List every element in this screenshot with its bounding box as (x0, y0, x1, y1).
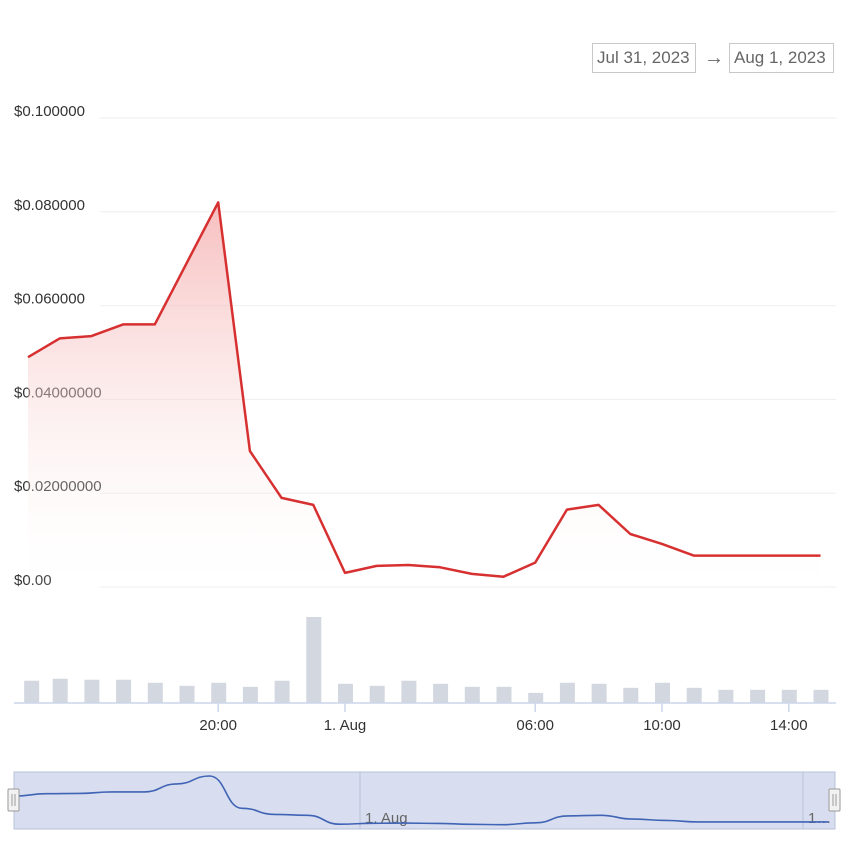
range-arrow-icon: → (704, 47, 724, 69)
volume-bar (338, 683, 353, 703)
navigator[interactable]: 1. Aug 1… (7, 771, 841, 830)
x-tick-label: 10:00 (643, 717, 681, 734)
volume-bar (84, 679, 100, 703)
volume-bar (24, 680, 40, 703)
volume-bars (24, 617, 829, 703)
navigator-background (13, 771, 836, 830)
volume-bar (813, 689, 829, 703)
x-tick-label: 20:00 (199, 717, 237, 734)
volume-bar (52, 678, 68, 703)
price-line (27, 201, 821, 578)
navigator-handle-left[interactable] (7, 788, 20, 812)
y-tick-label: $0.100000 (14, 103, 85, 120)
navigator-label: 1… (808, 810, 831, 827)
volume-bar (116, 679, 132, 703)
volume-bar (718, 689, 734, 703)
volume-bar (464, 686, 480, 703)
volume-bar (559, 682, 575, 703)
volume-bar (306, 617, 322, 703)
range-from-input[interactable]: Jul 31, 2023 (592, 43, 696, 73)
volume-bar (655, 682, 670, 703)
navigator-label: 1. Aug (365, 810, 408, 827)
volume-bar (750, 689, 766, 703)
x-tick-label: 14:00 (770, 717, 808, 734)
volume-bar (591, 683, 607, 703)
price-area (28, 202, 821, 587)
volume-bar (686, 687, 702, 703)
x-tick-label: 06:00 (516, 717, 554, 734)
volume-bar (147, 682, 163, 703)
volume-bar (369, 685, 385, 703)
volume-bar (528, 692, 544, 703)
y-tick-label: $0.060000 (14, 291, 85, 308)
volume-bar (211, 682, 227, 703)
navigator-handle-right[interactable] (828, 788, 841, 812)
x-axis-ticks: 20:00 1. Aug 06:00 10:00 14:00 (199, 703, 808, 734)
volume-bar (274, 680, 290, 703)
volume-bar (242, 686, 258, 703)
x-tick-label: 1. Aug (324, 717, 367, 734)
volume-bar (433, 683, 449, 703)
volume-bar (781, 689, 797, 703)
volume-bar (623, 687, 639, 703)
volume-bar (179, 685, 195, 703)
range-to-input[interactable]: Aug 1, 2023 (729, 43, 834, 73)
y-tick-label: $0.080000 (14, 197, 85, 214)
volume-bar (496, 686, 512, 703)
volume-bar (401, 680, 417, 703)
navigator-series-line (14, 775, 829, 826)
